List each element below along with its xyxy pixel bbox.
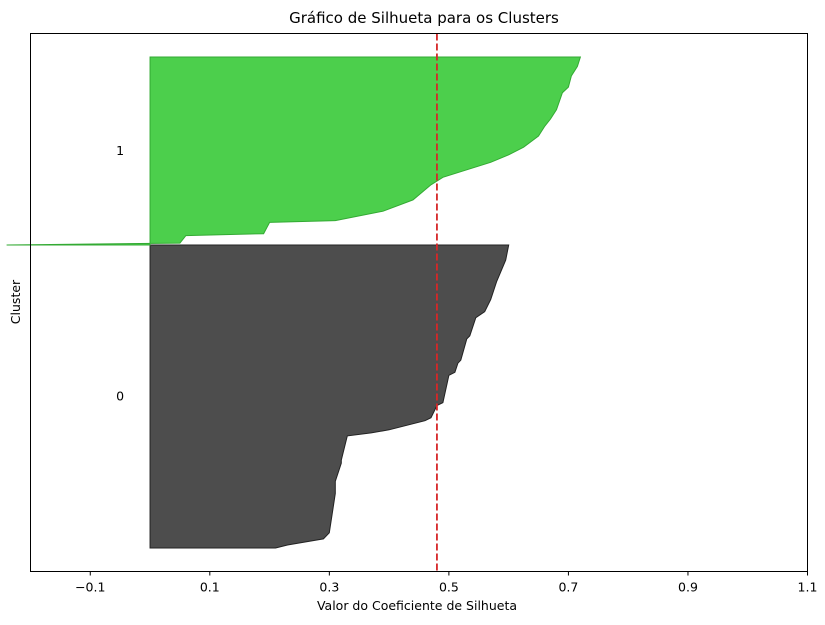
plot-frame [30, 33, 808, 572]
cluster-label-0: 0 [116, 389, 124, 404]
silhouette-cluster-0 [149, 244, 510, 549]
x-axis-label: Valor do Coeficiente de Silhueta [317, 598, 517, 613]
chart-title: Gráfico de Silhueta para os Clusters [289, 9, 559, 27]
y-axis-label: Cluster [8, 279, 23, 324]
x-tick-label: 0.7 [558, 580, 578, 595]
x-tick-label: 0.9 [678, 580, 698, 595]
plot-area [6, 33, 582, 572]
x-tick-label: 0.1 [200, 580, 220, 595]
cluster-labels: 01 [116, 143, 124, 404]
x-tick-label: 1.1 [798, 580, 818, 595]
silhouette-cluster-1 [6, 56, 582, 246]
x-tick-label: 0.3 [319, 580, 339, 595]
x-tick-label: 0.5 [439, 580, 459, 595]
x-tick-label: −0.1 [75, 580, 105, 595]
cluster-label-1: 1 [116, 143, 124, 158]
x-axis-ticks: −0.1 0.1 0.3 0.5 0.7 0.9 1.1 [75, 571, 818, 595]
